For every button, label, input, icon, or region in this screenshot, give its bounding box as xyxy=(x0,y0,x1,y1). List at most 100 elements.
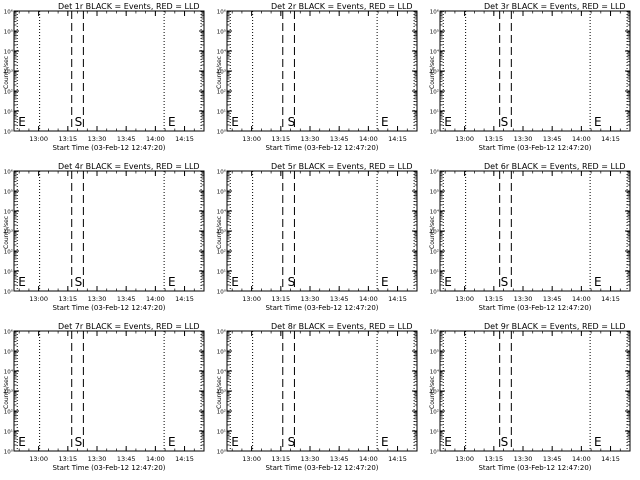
event-marker-label: E xyxy=(381,275,389,289)
plot-frame xyxy=(439,170,631,292)
x-tick-label: 13:30 xyxy=(514,295,533,303)
x-tick-label: 14:15 xyxy=(175,455,194,463)
y-tick-label: 10³ xyxy=(217,69,226,76)
y-tick-label: 10⁶ xyxy=(430,9,440,16)
y-tick-label: 10³ xyxy=(4,69,13,76)
x-tick-label: 14:00 xyxy=(146,135,165,143)
x-tick-label: 14:00 xyxy=(146,295,165,303)
detector-panel: Det 9r BLACK = Events, RED = LLD Counts/s… xyxy=(429,322,631,472)
panel-title: Det 3r BLACK = Events, RED = LLD xyxy=(484,2,626,11)
plot-frame xyxy=(439,10,631,132)
y-tick-label: 10³ xyxy=(4,229,13,236)
y-tick-label: 10⁴ xyxy=(217,209,227,216)
detector-panel: Det 8r BLACK = Events, RED = LLD Counts/s… xyxy=(216,322,418,472)
panel-title: Det 8r BLACK = Events, RED = LLD xyxy=(271,322,413,331)
x-tick-label: 13:30 xyxy=(88,455,107,463)
y-tick-label: 10⁴ xyxy=(217,369,227,376)
y-tick-label: 10¹ xyxy=(4,429,13,436)
y-tick-label: 10⁰ xyxy=(217,449,227,456)
y-tick-label: 10³ xyxy=(430,69,439,76)
event-marker-label: E xyxy=(18,115,26,129)
x-tick-label: 13:30 xyxy=(301,295,320,303)
event-marker-label: E xyxy=(231,435,239,449)
x-tick-label: 13:00 xyxy=(29,295,48,303)
x-tick-label: 14:15 xyxy=(601,135,620,143)
x-tick-label: 13:45 xyxy=(543,455,562,463)
y-tick-label: 10⁶ xyxy=(430,329,440,336)
y-tick-label: 10⁴ xyxy=(4,209,14,216)
event-marker-label: E xyxy=(231,115,239,129)
x-tick-label: 13:15 xyxy=(484,455,503,463)
detector-panel: Det 2r BLACK = Events, RED = LLD Counts/s… xyxy=(216,2,418,152)
y-tick-label: 10⁴ xyxy=(217,49,227,56)
y-tick-label: 10³ xyxy=(430,229,439,236)
y-axis-label: Counts/sec xyxy=(429,376,436,409)
x-axis-label: Start Time (03-Feb-12 12:47:20) xyxy=(478,144,591,152)
y-tick-label: 10¹ xyxy=(4,269,13,276)
event-marker-label: S xyxy=(75,275,83,289)
x-axis-label: Start Time (03-Feb-12 12:47:20) xyxy=(265,304,378,312)
y-tick-label: 10⁴ xyxy=(430,209,440,216)
x-axis-label: Start Time (03-Feb-12 12:47:20) xyxy=(265,144,378,152)
x-tick-label: 14:00 xyxy=(572,455,591,463)
x-tick-label: 13:00 xyxy=(455,295,474,303)
detector-panel: Det 5r BLACK = Events, RED = LLD Counts/s… xyxy=(216,162,418,312)
event-marker-label: S xyxy=(501,275,509,289)
x-tick-label: 13:15 xyxy=(271,455,290,463)
plot-frame xyxy=(226,170,418,292)
y-tick-label: 10⁰ xyxy=(217,289,227,296)
y-tick-label: 10⁵ xyxy=(430,349,439,356)
y-tick-label: 10⁶ xyxy=(4,9,14,16)
event-marker-label: S xyxy=(501,115,509,129)
y-tick-label: 10⁰ xyxy=(4,129,14,136)
y-tick-label: 10⁴ xyxy=(4,49,14,56)
plot-frame xyxy=(13,10,205,132)
y-tick-label: 10⁶ xyxy=(217,9,227,16)
event-marker-label: E xyxy=(381,115,389,129)
x-tick-label: 14:15 xyxy=(388,295,407,303)
event-marker-label: S xyxy=(288,435,296,449)
y-tick-label: 10⁵ xyxy=(217,29,226,36)
y-tick-label: 10³ xyxy=(430,389,439,396)
y-tick-label: 10³ xyxy=(217,229,226,236)
event-marker-label: E xyxy=(381,435,389,449)
y-tick-label: 10⁵ xyxy=(4,29,13,36)
x-tick-label: 13:15 xyxy=(484,295,503,303)
y-tick-label: 10² xyxy=(217,249,226,256)
y-axis-label: Counts/sec xyxy=(429,216,436,249)
y-tick-label: 10⁴ xyxy=(430,49,440,56)
y-tick-label: 10¹ xyxy=(217,109,226,116)
y-tick-label: 10⁶ xyxy=(4,329,14,336)
x-tick-label: 14:00 xyxy=(359,295,378,303)
x-axis-label: Start Time (03-Feb-12 12:47:20) xyxy=(265,464,378,472)
detector-panel: Det 7r BLACK = Events, RED = LLD Counts/s… xyxy=(3,322,205,472)
y-tick-label: 10² xyxy=(4,249,13,256)
panel-title: Det 2r BLACK = Events, RED = LLD xyxy=(271,2,413,11)
x-tick-label: 14:15 xyxy=(388,455,407,463)
x-tick-label: 13:15 xyxy=(58,295,77,303)
y-tick-label: 10⁰ xyxy=(430,449,440,456)
y-tick-label: 10⁵ xyxy=(4,349,13,356)
y-axis-label: Counts/sec xyxy=(429,56,436,89)
x-tick-label: 14:00 xyxy=(572,295,591,303)
y-tick-label: 10⁵ xyxy=(430,189,439,196)
y-tick-label: 10² xyxy=(217,409,226,416)
y-tick-label: 10⁵ xyxy=(430,29,439,36)
y-tick-label: 10¹ xyxy=(430,109,439,116)
x-tick-label: 13:45 xyxy=(117,295,136,303)
event-marker-label: E xyxy=(594,435,602,449)
x-tick-label: 13:00 xyxy=(242,455,261,463)
x-axis-label: Start Time (03-Feb-12 12:47:20) xyxy=(52,464,165,472)
x-tick-label: 13:15 xyxy=(271,135,290,143)
panel-title: Det 6r BLACK = Events, RED = LLD xyxy=(484,162,626,171)
plot-frame xyxy=(13,330,205,452)
y-tick-label: 10⁶ xyxy=(217,329,227,336)
y-tick-label: 10² xyxy=(430,409,439,416)
x-tick-label: 14:15 xyxy=(601,455,620,463)
y-tick-label: 10⁵ xyxy=(4,189,13,196)
y-tick-label: 10² xyxy=(430,89,439,96)
event-marker-label: S xyxy=(501,435,509,449)
y-tick-label: 10⁶ xyxy=(217,169,227,176)
x-axis-label: Start Time (03-Feb-12 12:47:20) xyxy=(478,304,591,312)
y-axis-label: Counts/sec xyxy=(216,216,223,249)
